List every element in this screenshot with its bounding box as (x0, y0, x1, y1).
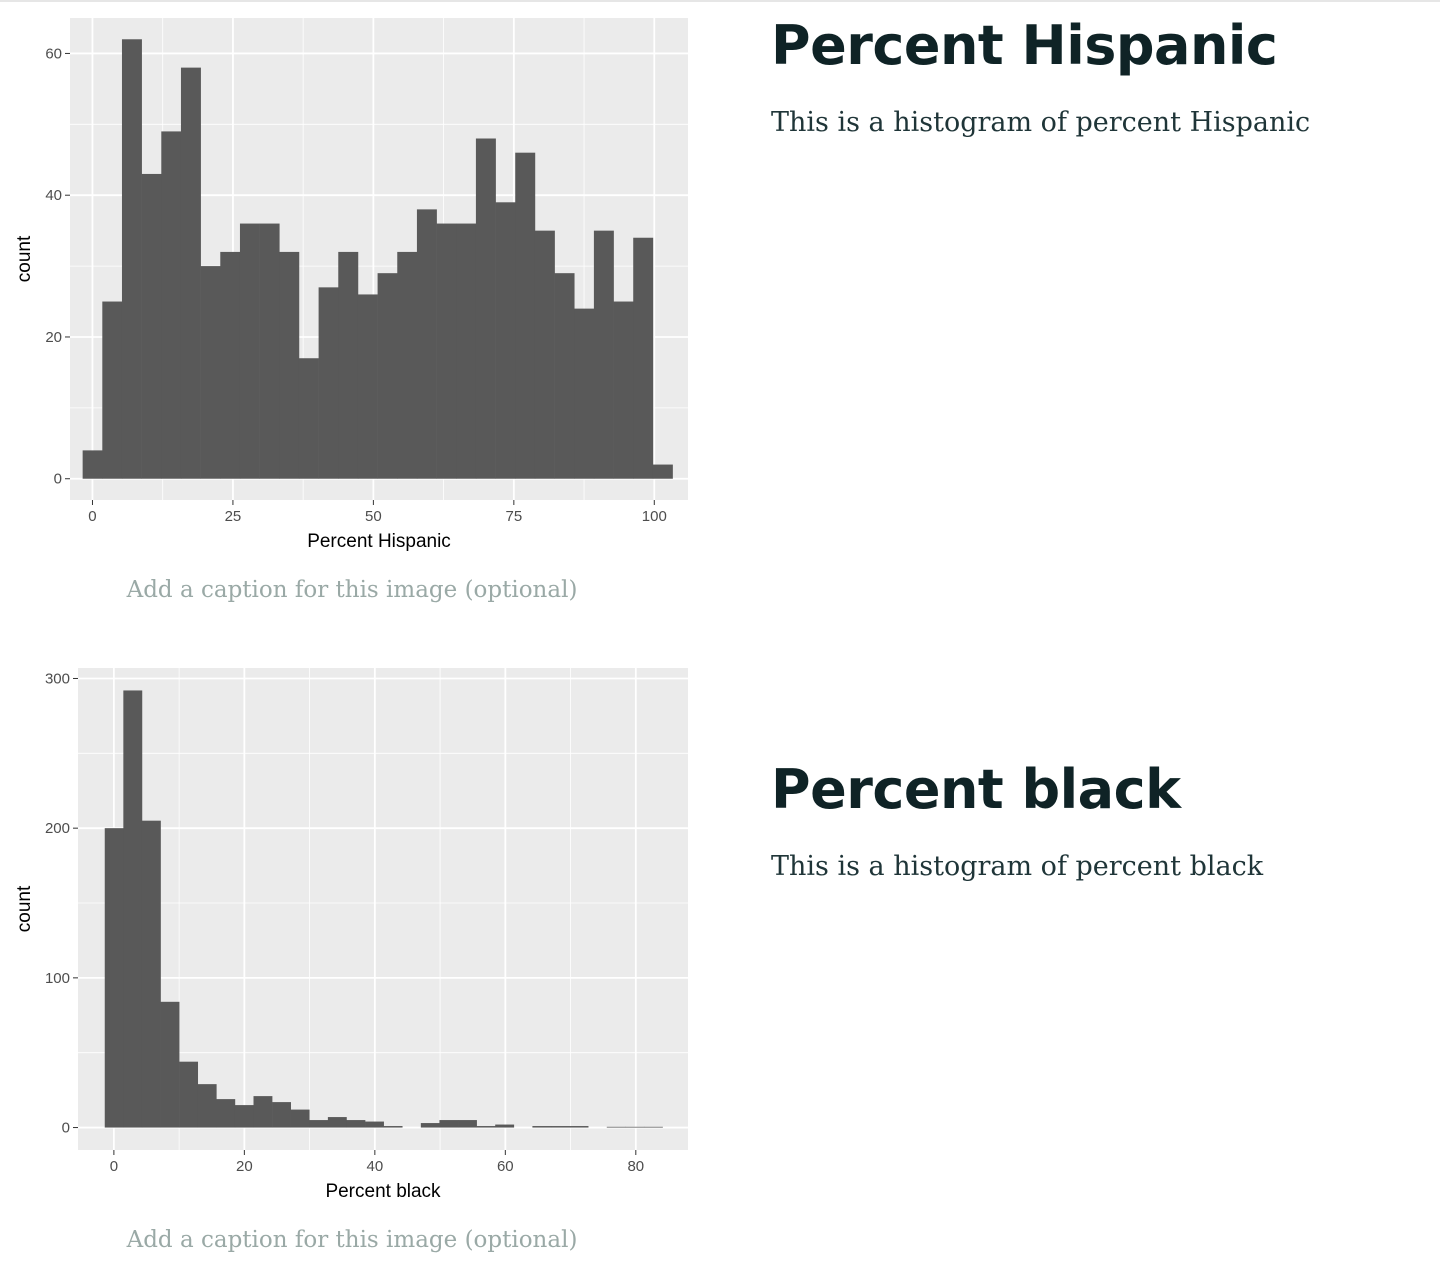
histogram-bar (102, 301, 123, 479)
y-axis-title: count (14, 235, 35, 282)
histogram-percent-black: 0 20 40 60 80 0 100 200 300 Percent black count (14, 668, 688, 1202)
histogram-bar (475, 138, 496, 479)
x-axis-title: Percent black (325, 1181, 441, 1202)
histogram-bar (652, 464, 673, 479)
x-tick-label: 75 (505, 508, 522, 525)
histogram-bar (633, 237, 654, 479)
section-heading-hispanic: Percent Hispanic (771, 14, 1278, 77)
y-tick-label: 300 (45, 670, 70, 687)
histogram-bar (625, 1126, 645, 1128)
histogram-bar (495, 202, 516, 479)
histogram-bar (179, 1061, 199, 1128)
histogram-bar (439, 1120, 459, 1128)
histogram-bar (593, 230, 614, 479)
histogram-bar (515, 152, 536, 479)
histogram-bar (476, 1126, 496, 1128)
histogram-bar (383, 1126, 403, 1128)
section-description-hispanic: This is a histogram of percent Hispanic (771, 107, 1311, 138)
histogram-bar (613, 301, 634, 479)
x-tick-label: 50 (365, 508, 382, 525)
histogram-bar (436, 223, 457, 479)
histogram-bar (357, 294, 378, 479)
histogram-bar (643, 1126, 663, 1128)
histogram-bar (456, 223, 477, 479)
x-tick-label: 60 (497, 1158, 514, 1175)
histogram-bar (569, 1126, 589, 1128)
caption-input-black[interactable]: Add a caption for this image (optional) (126, 1227, 578, 1253)
x-tick-label: 20 (236, 1158, 253, 1175)
histogram-bar (104, 828, 124, 1128)
y-tick-label: 40 (45, 187, 62, 204)
y-tick-label: 60 (45, 45, 62, 62)
histogram-bar (534, 230, 555, 479)
y-tick-label: 0 (62, 1120, 70, 1137)
histogram-bar (574, 308, 595, 479)
section-heading-black: Percent black (771, 758, 1181, 821)
caption-input-hispanic[interactable]: Add a caption for this image (optional) (126, 577, 578, 603)
x-tick-label: 100 (642, 508, 667, 525)
histogram-bar (272, 1102, 291, 1128)
histogram-bar (554, 273, 575, 479)
histogram-bar (377, 273, 398, 479)
histogram-bar (309, 1120, 329, 1128)
histogram-bar (141, 820, 161, 1128)
histogram-bar (420, 1123, 440, 1128)
histogram-bar (327, 1117, 347, 1128)
y-tick-label: 100 (45, 970, 70, 987)
histogram-bar (495, 1124, 515, 1128)
x-tick-label: 0 (88, 508, 96, 525)
top-divider (0, 0, 1440, 2)
histogram-bar (216, 1099, 236, 1128)
histogram-bar (121, 39, 142, 479)
histogram-bar (279, 251, 300, 479)
histogram-bar (141, 173, 162, 479)
x-tick-label: 40 (367, 1158, 384, 1175)
histogram-bar (82, 450, 103, 479)
x-axis-title: Percent Hispanic (307, 531, 451, 552)
histogram-percent-hispanic: 0 25 50 75 100 0 20 40 60 Percent Hispanic count (14, 18, 688, 552)
histogram-bar (365, 1121, 384, 1128)
y-axis-title: count (14, 885, 35, 932)
x-tick-label: 0 (110, 1158, 118, 1175)
histogram-bar (259, 223, 280, 479)
y-tick-label: 0 (54, 471, 62, 488)
histogram-bar (318, 287, 339, 479)
histogram-bar (180, 67, 201, 479)
y-tick-label: 200 (45, 820, 70, 837)
histogram-bar (298, 358, 319, 479)
section-description-black: This is a histogram of percent black (771, 851, 1264, 882)
y-tick-label: 20 (45, 329, 62, 346)
histogram-bar (123, 690, 143, 1128)
histogram-bar (550, 1126, 570, 1128)
histogram-bar (160, 1001, 180, 1128)
x-tick-label: 80 (627, 1158, 644, 1175)
histogram-bar (197, 1084, 217, 1128)
histogram-bar (161, 131, 182, 479)
histogram-bar (458, 1120, 477, 1128)
histogram-bar (532, 1126, 552, 1128)
histogram-bar (416, 209, 437, 479)
histogram-bar (253, 1096, 273, 1128)
histogram-bar (397, 251, 418, 479)
histogram-bar (338, 251, 359, 479)
histogram-bar (239, 223, 260, 479)
histogram-bar (200, 266, 221, 479)
histogram-bar (346, 1120, 366, 1128)
histogram-bar (220, 251, 241, 479)
histogram-bar (606, 1126, 626, 1128)
histogram-bar (290, 1109, 310, 1128)
histogram-bar (234, 1105, 254, 1128)
x-tick-label: 25 (225, 508, 242, 525)
